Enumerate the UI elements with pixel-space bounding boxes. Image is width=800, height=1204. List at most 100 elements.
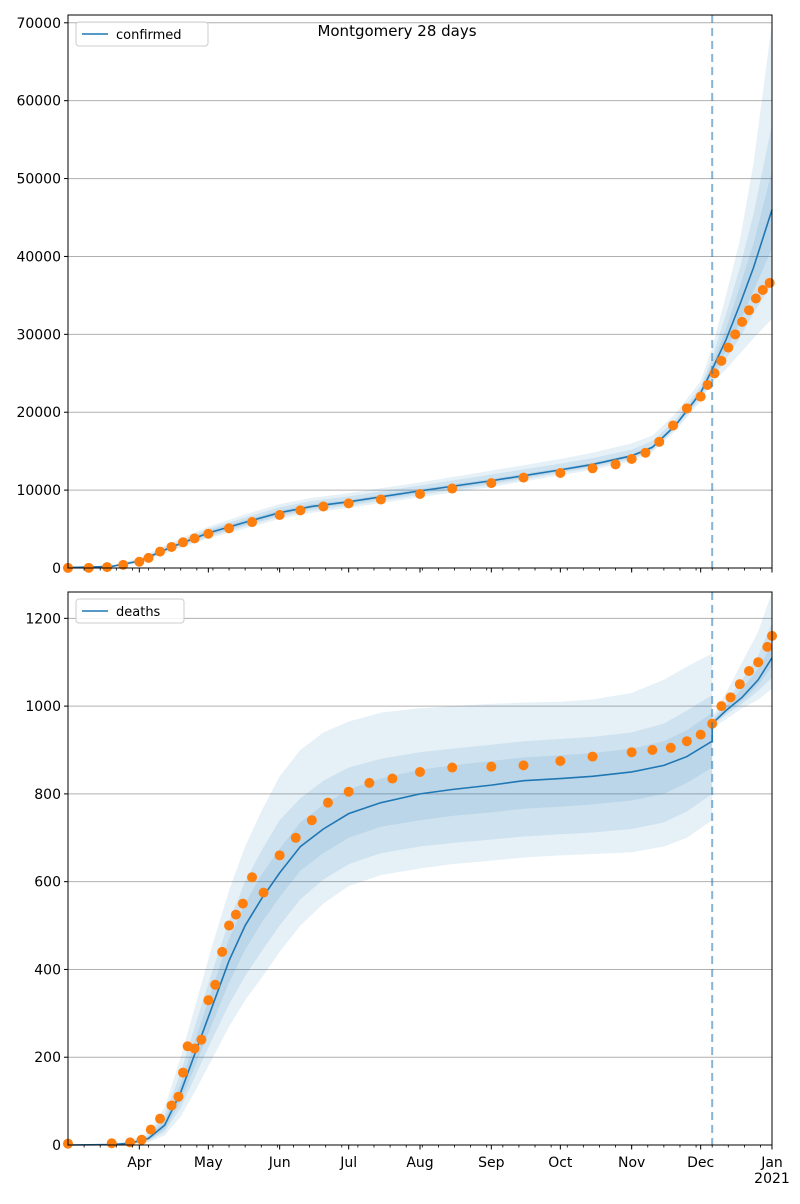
y-tick-label: 800 — [34, 787, 61, 803]
observed-point — [196, 1034, 207, 1045]
observed-point — [640, 447, 651, 458]
observed-point — [486, 478, 497, 489]
observed-point — [155, 546, 166, 557]
observed-point — [555, 467, 566, 478]
observed-point — [587, 751, 598, 762]
x-tick-label: Sep — [478, 1155, 505, 1171]
observed-point — [716, 355, 727, 366]
observed-point — [757, 284, 768, 295]
observed-point — [486, 761, 497, 772]
observed-point — [743, 666, 754, 676]
y-tick-label: 30000 — [16, 327, 61, 343]
legend-box — [75, 21, 209, 47]
observed-point — [247, 517, 258, 528]
observed-point — [178, 537, 189, 548]
observed-point — [647, 745, 658, 755]
observed-point — [387, 773, 398, 784]
x-tick-label: Aug — [406, 1155, 433, 1171]
x-tick-label: Jan — [760, 1155, 783, 1171]
observed-point — [178, 1067, 189, 1078]
observed-point — [587, 463, 598, 474]
observed-point — [143, 552, 154, 563]
observed-point — [189, 533, 200, 544]
x-tick-label: Nov — [618, 1155, 645, 1171]
observed-point — [166, 541, 177, 552]
observed-point — [102, 562, 113, 573]
observed-point — [318, 501, 329, 512]
y-tick-label: 400 — [34, 962, 61, 978]
x-tick-label: May — [194, 1155, 223, 1171]
uncertainty-band — [68, 592, 772, 1145]
observed-point — [626, 453, 637, 464]
observed-point — [737, 316, 748, 327]
observed-point — [118, 559, 129, 570]
y-tick-label: 0 — [52, 561, 61, 577]
observed-point — [702, 379, 713, 390]
x-tick-label: Jul — [339, 1155, 357, 1171]
y-tick-label: 1200 — [25, 611, 61, 627]
y-tick-label: 20000 — [16, 405, 61, 421]
observed-point — [274, 850, 285, 861]
observed-point — [555, 755, 566, 766]
observed-point — [290, 832, 301, 843]
observed-point — [681, 403, 692, 414]
observed-point — [343, 498, 354, 509]
observed-point — [203, 995, 214, 1006]
observed-point — [730, 329, 741, 340]
observed-point — [681, 736, 692, 747]
uncertainty-band — [68, 124, 772, 568]
observed-point — [134, 556, 145, 567]
y-tick-label: 60000 — [16, 94, 61, 110]
observed-point — [668, 420, 679, 431]
observed-point — [518, 472, 529, 483]
y-tick-label: 70000 — [16, 16, 61, 32]
observed-point — [415, 489, 425, 500]
observed-point — [695, 391, 706, 402]
uncertainty-band — [68, 170, 772, 568]
observed-point — [247, 872, 258, 883]
y-tick-label: 600 — [34, 875, 61, 891]
observed-point — [750, 293, 761, 304]
observed-point — [762, 641, 773, 652]
observed-point — [364, 777, 375, 788]
observed-point — [743, 305, 754, 316]
observed-point — [654, 436, 665, 447]
legend-box — [75, 598, 185, 624]
y-tick-label: 200 — [34, 1050, 61, 1066]
observed-point — [203, 528, 214, 539]
observed-point — [343, 786, 354, 797]
observed-point — [217, 946, 228, 957]
observed-point — [295, 505, 306, 516]
observed-point — [723, 342, 734, 353]
chart-panel-bottom: 0 200 400 600 800 1000 1200 Apr May Jun Jul Aug Sep O… — [25, 591, 790, 1187]
observed-point — [306, 815, 317, 826]
observed-point — [375, 494, 386, 505]
observed-point — [518, 760, 529, 771]
y-tick-label: 40000 — [16, 249, 61, 265]
observed-point — [415, 766, 425, 777]
y-tick-label: 0 — [52, 1138, 61, 1154]
observed-point — [725, 692, 736, 703]
observed-point — [224, 920, 235, 931]
legend-label: confirmed — [116, 28, 182, 43]
observed-point — [753, 657, 764, 668]
observed-point — [695, 729, 706, 740]
model-line-confirmed — [67, 209, 773, 569]
observed-point — [716, 701, 727, 712]
x-tick-label: Oct — [548, 1155, 573, 1171]
y-tick-label: 10000 — [16, 483, 61, 499]
observed-point — [136, 1134, 147, 1145]
chart-panel-top: 0 10000 20000 30000 40000 50000 60000 70000 conf… — [16, 14, 775, 577]
legend-label: deaths — [116, 605, 161, 620]
figure-title: Montgomery 28 days — [317, 22, 476, 40]
observed-point — [274, 510, 285, 521]
x-tick-label: Dec — [687, 1155, 714, 1171]
observed-point — [447, 483, 458, 494]
x-tick-year-label: 2021 — [754, 1171, 790, 1187]
observed-point — [665, 742, 676, 753]
observed-point — [230, 909, 241, 920]
observed-point — [709, 368, 720, 379]
legend-deaths: deaths — [75, 598, 185, 624]
x-tick-label: Apr — [127, 1155, 151, 1171]
